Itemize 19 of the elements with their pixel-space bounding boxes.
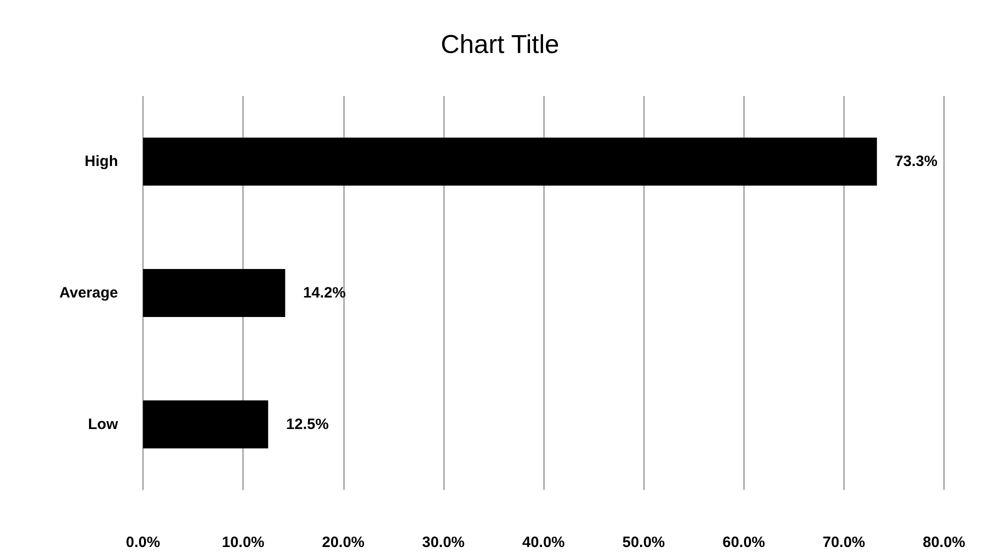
y-tick-label: High — [84, 153, 118, 170]
x-tick-label: 40.0% — [522, 534, 565, 551]
x-tick-label: 50.0% — [622, 534, 665, 551]
x-tick-label: 30.0% — [422, 534, 465, 551]
x-tick-label: 60.0% — [722, 534, 766, 551]
chart-title: Chart Title — [440, 29, 560, 59]
bar — [143, 400, 268, 448]
bar — [143, 138, 877, 186]
x-tick-label: 80.0% — [922, 534, 966, 551]
x-tick-label: 20.0% — [322, 534, 365, 551]
y-tick-label: Low — [88, 416, 118, 433]
data-label: 12.5% — [286, 416, 329, 433]
data-label: 14.2% — [303, 284, 346, 302]
x-tick-label: 10.0% — [222, 534, 264, 551]
x-tick-label: 70.0% — [822, 534, 866, 551]
x-tick-label: 0.0% — [126, 534, 160, 551]
data-label: 73.3% — [894, 153, 938, 170]
bar — [143, 269, 286, 317]
y-tick-label: Average — [59, 284, 118, 302]
